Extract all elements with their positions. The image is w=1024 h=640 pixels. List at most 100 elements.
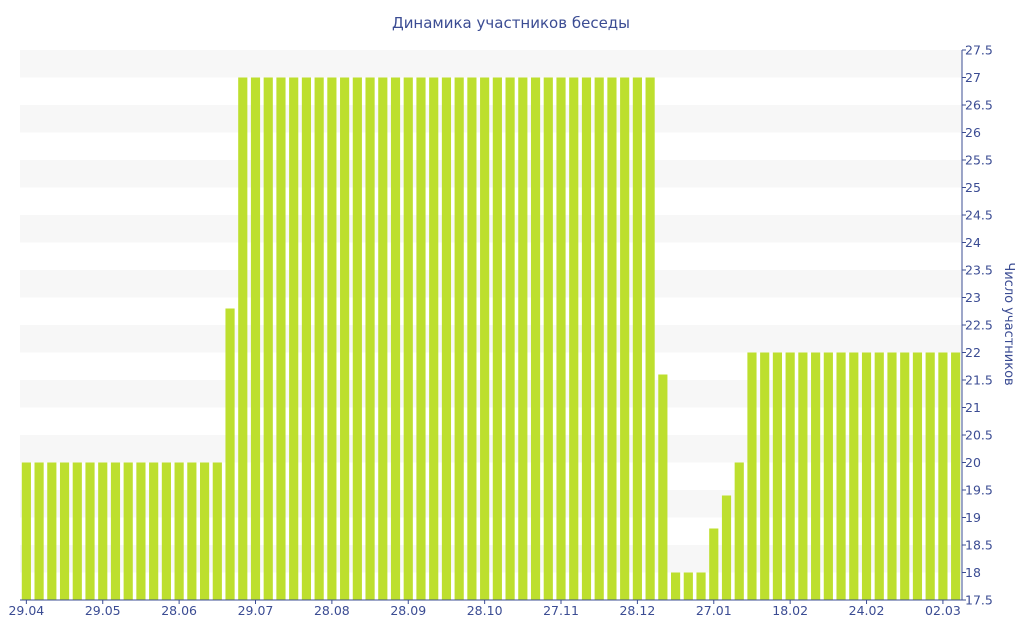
bar: [72, 462, 82, 600]
bar: [21, 462, 31, 600]
x-tick-label: 29.07: [238, 603, 274, 618]
x-tick-label: 29.05: [85, 603, 121, 618]
chart-title: Динамика участников беседы: [392, 14, 630, 32]
bar: [798, 352, 808, 600]
bars: [21, 77, 961, 600]
bar: [200, 462, 210, 600]
bar: [530, 77, 541, 600]
x-tick-label: 29.04: [8, 603, 44, 618]
x-axis-ticks: 29.04 29.05 28.06 29.07 28.08 28.09 28.10 27.11…: [8, 600, 961, 618]
bar: [441, 77, 452, 600]
bar: [276, 77, 286, 600]
bar: [734, 462, 744, 600]
grid-band: [20, 545, 962, 573]
x-tick-label: 28.08: [314, 603, 350, 618]
bar: [760, 352, 770, 600]
grid-band: [20, 160, 962, 188]
grid-band: [20, 325, 962, 353]
bar: [47, 462, 57, 600]
bar: [543, 77, 553, 600]
y-tick-label: 21.5: [965, 373, 993, 388]
grid-band: [20, 270, 962, 298]
y-tick-label: 21: [965, 400, 981, 415]
bar: [836, 352, 846, 600]
y-axis-title: Число участников: [1001, 262, 1016, 385]
y-tick-label: 22.5: [965, 318, 993, 333]
bar: [696, 572, 706, 600]
bar: [174, 462, 184, 600]
bar: [938, 352, 948, 600]
bar: [721, 495, 732, 600]
x-tick-label: 28.10: [467, 603, 503, 618]
bar: [569, 77, 579, 600]
bar: [136, 462, 146, 600]
x-tick-label: 28.12: [619, 603, 655, 618]
bar: [658, 374, 668, 600]
grid-band: [20, 215, 962, 243]
x-tick-label: 24.02: [849, 603, 885, 618]
bar: [480, 77, 490, 600]
x-tick-label: 27.01: [696, 603, 732, 618]
bar: [632, 77, 642, 600]
bar: [403, 77, 413, 600]
y-tick-label: 24: [965, 235, 981, 250]
y-axis-ticks: 17.5 18 18.5 19 19.5 20 20.5 21 21.5 22 22.5 23 23.5…: [962, 43, 993, 608]
x-tick-label: 18.02: [772, 603, 808, 618]
grid-bands: [20, 50, 962, 573]
bar: [772, 352, 783, 600]
bar: [289, 77, 299, 600]
bar: [34, 462, 44, 600]
bar: [785, 352, 795, 600]
y-tick-label: 27.5: [965, 43, 993, 58]
bar: [161, 462, 171, 600]
bar: [518, 77, 528, 600]
bar: [620, 77, 630, 600]
grid-band: [20, 490, 962, 518]
y-tick-label: 18: [965, 565, 981, 580]
bar: [429, 77, 439, 600]
bar: [149, 462, 159, 600]
bar: [454, 77, 464, 600]
grid-band: [20, 50, 962, 78]
bar: [340, 77, 350, 600]
y-tick-label: 23.5: [965, 263, 993, 278]
y-tick-label: 26.5: [965, 98, 993, 113]
y-tick-label: 25: [965, 180, 981, 195]
x-tick-label: 02.03: [925, 603, 961, 618]
x-tick-label: 28.09: [390, 603, 426, 618]
bar: [594, 77, 604, 600]
y-tick-label: 23: [965, 290, 981, 305]
bar: [98, 462, 108, 600]
y-tick-label: 25.5: [965, 153, 993, 168]
bar: [467, 77, 477, 600]
bar: [59, 462, 70, 600]
bar: [874, 352, 884, 600]
y-tick-label: 17.5: [965, 593, 993, 608]
bar: [327, 77, 337, 600]
grid-band: [20, 105, 962, 133]
bar: [492, 77, 502, 600]
bar: [187, 462, 197, 600]
bar: [861, 352, 872, 600]
bar: [365, 77, 375, 600]
bar: [671, 572, 681, 600]
bar: [352, 77, 362, 600]
bar: [212, 462, 222, 600]
y-tick-label: 20.5: [965, 428, 993, 443]
bar: [314, 77, 324, 600]
grid-band: [20, 435, 962, 463]
bar: [238, 77, 248, 600]
y-tick-label: 27: [965, 70, 981, 85]
bar: [390, 77, 401, 600]
grid-band: [20, 380, 962, 408]
bar: [505, 77, 515, 600]
y-tick-label: 22: [965, 345, 981, 360]
bar: [123, 462, 133, 600]
x-tick-label: 28.06: [161, 603, 197, 618]
bar: [823, 352, 833, 600]
bar: [416, 77, 426, 600]
bar: [849, 352, 859, 600]
bar: [645, 77, 655, 600]
bar: [607, 77, 617, 600]
